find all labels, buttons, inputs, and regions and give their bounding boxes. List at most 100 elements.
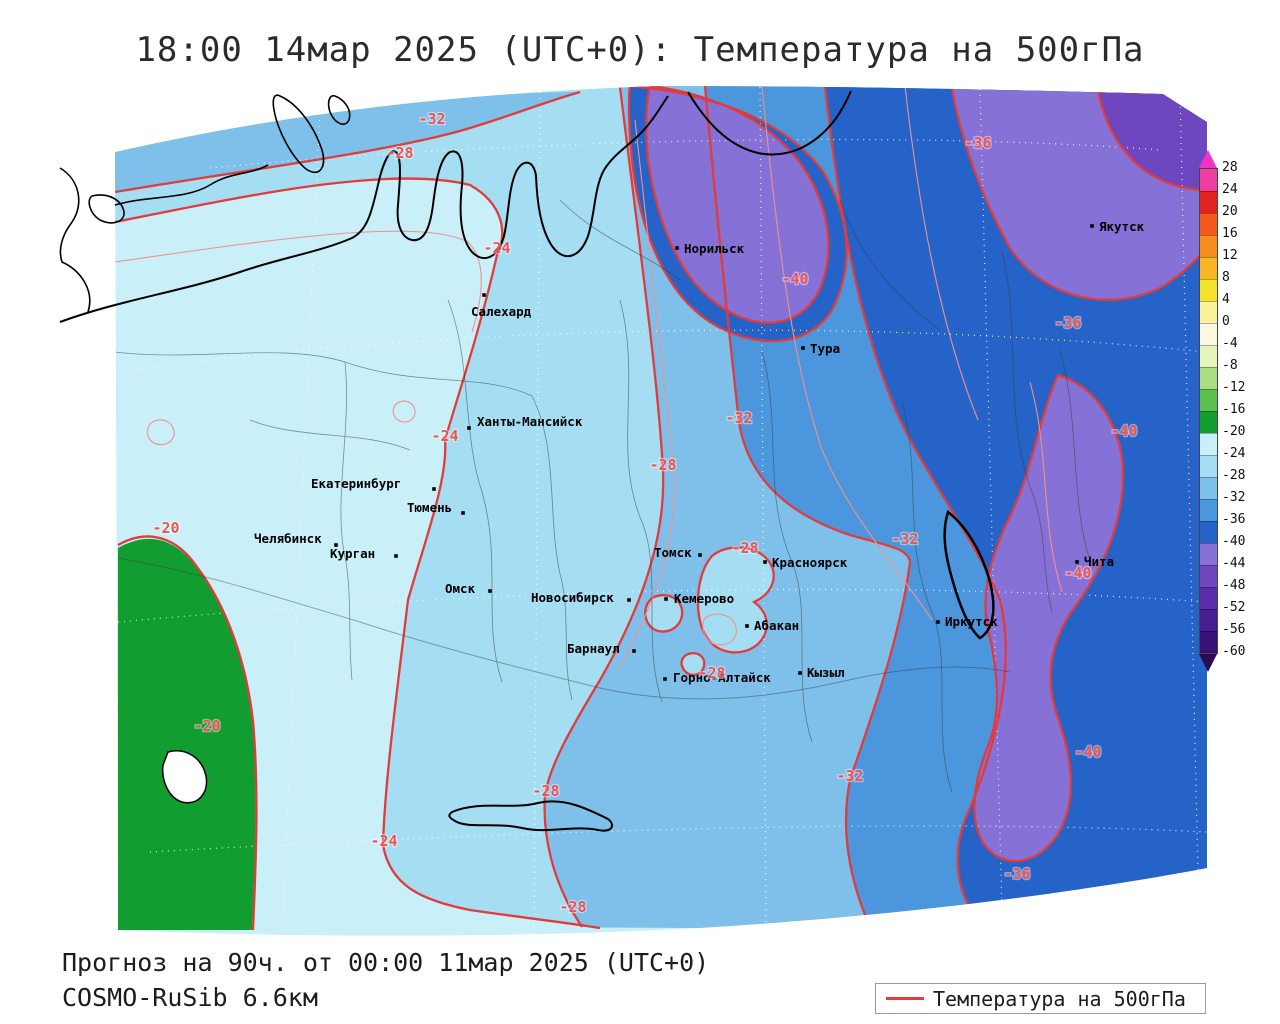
contour-label: -32 bbox=[836, 767, 863, 785]
colorbar-label: 16 bbox=[1222, 226, 1238, 241]
city-label: Норильск bbox=[684, 241, 745, 256]
city-dot bbox=[467, 426, 471, 430]
colorbar-cell bbox=[1200, 521, 1217, 543]
city-label: Тюмень bbox=[407, 500, 452, 515]
colorbar-label: 0 bbox=[1222, 314, 1230, 329]
colorbar-label: -60 bbox=[1222, 644, 1246, 659]
colorbar-cell bbox=[1200, 367, 1217, 389]
city-label: Новосибирск bbox=[531, 590, 614, 605]
colorbar-label: 20 bbox=[1222, 204, 1238, 219]
city-dot bbox=[745, 624, 749, 628]
colorbar-cell bbox=[1200, 323, 1217, 345]
colorbar-cell bbox=[1200, 631, 1217, 653]
admin-borders bbox=[115, 199, 1091, 793]
city-dot bbox=[632, 649, 636, 653]
city-label: Курган bbox=[330, 546, 375, 561]
colorbar-cell bbox=[1200, 565, 1217, 587]
colorbar-arrow-up-icon bbox=[1199, 150, 1217, 168]
colorbar-label: 12 bbox=[1222, 248, 1238, 263]
colorbar-label: -24 bbox=[1222, 446, 1246, 461]
colorbar-label: -48 bbox=[1222, 578, 1246, 593]
legend-label: Температура на 500гПа bbox=[933, 986, 1186, 1011]
city-label: Тура bbox=[810, 341, 840, 356]
colorbar-label: -36 bbox=[1222, 512, 1246, 527]
intermediate-contours bbox=[115, 86, 1063, 671]
colorbar-label: -40 bbox=[1222, 534, 1246, 549]
contour-label: -20 bbox=[152, 519, 179, 537]
colorbar-cell bbox=[1200, 499, 1217, 521]
taymyr-coastline bbox=[687, 90, 852, 156]
city-label: Абакан bbox=[754, 618, 799, 633]
contour-label: -40 bbox=[781, 270, 808, 288]
contour-labels: -32 -28 -24 -40 -36 -36 -24 -32 -28 -40 -20 -32 -28 -… bbox=[151, 109, 1139, 918]
contour-label: -40 bbox=[1064, 564, 1091, 582]
contour-label: -32 bbox=[891, 530, 918, 548]
colorbar-cell bbox=[1200, 609, 1217, 631]
city-dot bbox=[936, 620, 940, 624]
contour-label: -28 bbox=[532, 782, 559, 800]
contour-label: -32 bbox=[418, 110, 445, 128]
city-label: Якутск bbox=[1099, 219, 1145, 234]
city-dot bbox=[482, 293, 486, 297]
city-dot bbox=[698, 553, 702, 557]
kanin-coast bbox=[114, 164, 269, 206]
colorbar-label: -44 bbox=[1222, 556, 1246, 571]
colorbar-cell bbox=[1200, 169, 1217, 191]
city-dot bbox=[663, 677, 667, 681]
lake-balkhash bbox=[448, 800, 614, 832]
graticule bbox=[117, 86, 1207, 935]
city-label: Томск bbox=[654, 545, 692, 560]
contour-label: -36 bbox=[1054, 314, 1081, 332]
city-label: Горно-Алтайск bbox=[673, 670, 771, 685]
city-dot bbox=[664, 597, 668, 601]
coastlines-and-lakes bbox=[59, 90, 995, 832]
lake-baikal bbox=[943, 509, 995, 640]
city-dot bbox=[394, 554, 398, 558]
contour-label: -24 bbox=[370, 832, 397, 850]
colorbar-label: -8 bbox=[1222, 358, 1238, 373]
contour-label: -28 bbox=[386, 144, 413, 162]
city-dot bbox=[798, 671, 802, 675]
contour-label: -40 bbox=[1110, 422, 1137, 440]
contour-label: -28 bbox=[559, 898, 586, 916]
white-sea-coast bbox=[59, 167, 91, 313]
city-dot bbox=[334, 543, 338, 547]
city-label: Челябинск bbox=[254, 531, 322, 546]
colorbar-label: 24 bbox=[1222, 182, 1238, 197]
colorbar-cell bbox=[1200, 301, 1217, 323]
colorbar-cell bbox=[1200, 257, 1217, 279]
colorbar-labels: 28 24 20 16 12 8 4 0 -4 -8 -12 -16 -20 -24 -28 -32 -36 -4… bbox=[1222, 160, 1268, 659]
city-label: Ханты-Мансийск bbox=[477, 414, 583, 429]
contour-label: -28 bbox=[698, 664, 725, 682]
colorbar-cell bbox=[1200, 433, 1217, 455]
contour-line-icon bbox=[886, 997, 924, 1000]
city-label: Чита bbox=[1084, 554, 1114, 569]
city-dot bbox=[461, 511, 465, 515]
city-label: Салехард bbox=[471, 304, 532, 319]
model-info: COSMO-RuSib 6.6км bbox=[62, 983, 318, 1012]
contour-label: -28 bbox=[649, 456, 676, 474]
kolguyev-island bbox=[88, 194, 125, 224]
colorbar-cell bbox=[1200, 235, 1217, 257]
contour-label: -20 bbox=[193, 717, 220, 735]
arctic-coastline bbox=[59, 95, 669, 323]
colorbar-cell bbox=[1200, 455, 1217, 477]
colorbar-arrow-down-icon bbox=[1199, 654, 1217, 672]
legend: Температура на 500гПа bbox=[875, 983, 1206, 1014]
contour-label: -24 bbox=[483, 239, 510, 257]
colorbar-cell bbox=[1200, 213, 1217, 235]
colorbar-label: -28 bbox=[1222, 468, 1246, 483]
contour-label: -36 bbox=[964, 134, 991, 152]
aral-sea bbox=[161, 750, 208, 804]
city-label: Омск bbox=[445, 581, 476, 596]
colorbar-cell bbox=[1200, 279, 1217, 301]
city-dot bbox=[801, 346, 805, 350]
colorbar-cell bbox=[1200, 191, 1217, 213]
colorbar-cell bbox=[1200, 543, 1217, 565]
colorbar-cell bbox=[1200, 411, 1217, 433]
contour-label: -28 bbox=[731, 539, 758, 557]
city-label: Кемерово bbox=[674, 591, 734, 606]
contour-label: -24 bbox=[431, 427, 458, 445]
